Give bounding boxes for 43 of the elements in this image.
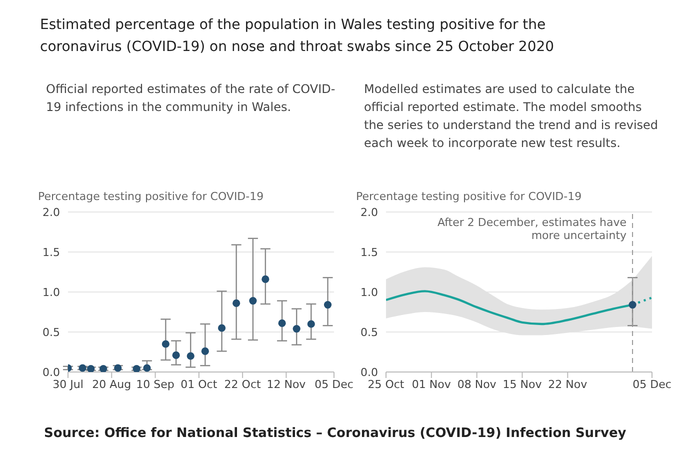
point (186, 352, 194, 360)
y-tick-label: 2.0 (360, 206, 378, 219)
x-tick-label: 01 Oct (180, 378, 218, 391)
y-tick-label: 1.5 (360, 246, 378, 259)
x-tick-label: 10 Sep (136, 378, 174, 391)
x-tick-label: 08 Nov (457, 378, 497, 391)
point (292, 325, 300, 333)
y-axis-title: Percentage testing positive for COVID-19 (356, 190, 583, 204)
point (172, 351, 180, 359)
x-tick-label: 01 Nov (412, 378, 452, 391)
point (114, 364, 122, 372)
y-axis-title: Percentage testing positive for COVID-19 (38, 190, 264, 203)
point (232, 299, 240, 307)
point (262, 275, 270, 283)
y-tick-label: 0.0 (360, 366, 378, 379)
point (324, 301, 332, 309)
x-tick-label: 22 Nov (548, 378, 588, 391)
y-tick-label: 2.0 (42, 206, 60, 219)
y-tick-label: 0.5 (360, 326, 378, 339)
chart-subtitle: Modelled estimates are used to calculate the official reported estimate. The model smooths the series to understand the trend and is revised each week to incorporate new test results. (363, 81, 660, 152)
y-tick-label: 1.0 (360, 286, 378, 299)
point (218, 324, 226, 332)
point (162, 340, 170, 348)
x-tick-label: 25 Oct (368, 378, 405, 391)
x-tick-label: 05 Dec (632, 378, 672, 391)
x-tick-label: 22 Oct (224, 378, 262, 391)
x-tick-label: 15 Nov (502, 378, 542, 391)
chart-subtitle: Official reported estimates of the rate of COVID-19 infections in the community in Wales. (45, 81, 336, 116)
ref-line-label: After 2 December, estimates have more uncertainty (437, 216, 628, 242)
x-tick-label: 05 Dec (314, 378, 354, 391)
x-tick-label: 12 Nov (266, 378, 306, 391)
point (307, 320, 315, 328)
chart-title: Estimated percentage of the population in Wales testing positive for the coronavirus (COVID-19) on nose and throat swabs since 25 October 2020 (40, 16, 556, 57)
x-tick-label: 20 Aug (92, 378, 132, 391)
x-tick-label: 30 Jul (52, 378, 84, 391)
point (278, 319, 286, 327)
y-tick-label: 1.5 (42, 246, 60, 259)
y-tick-label: 0.5 (42, 326, 60, 339)
source-note: Source: Office for National Statistics – Coronavirus (COVID-19) Infection Survey (44, 426, 626, 441)
y-tick-label: 1.0 (42, 286, 60, 299)
point (201, 347, 209, 355)
y-tick-label: 0.0 (42, 366, 60, 379)
point (249, 297, 257, 305)
